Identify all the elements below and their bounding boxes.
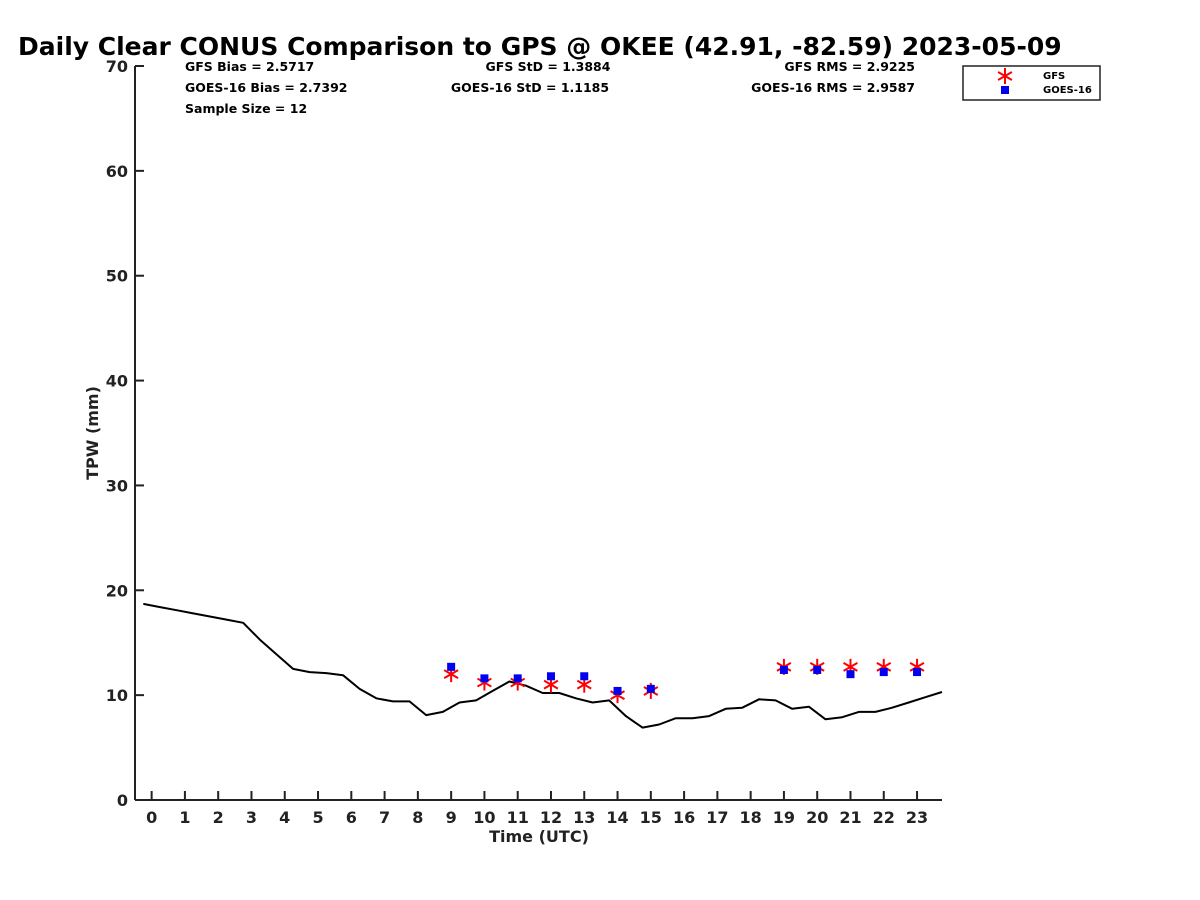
chart-title: Daily Clear CONUS Comparison to GPS @ OK…	[18, 32, 1062, 61]
x-tick-label: 13	[573, 808, 595, 827]
x-tick-label: 4	[279, 808, 290, 827]
x-tick-label: 16	[673, 808, 695, 827]
goes-point	[613, 686, 622, 695]
x-tick-label: 23	[906, 808, 928, 827]
x-tick-label: 10	[473, 808, 495, 827]
y-tick-label: 50	[106, 267, 128, 286]
x-tick-label: 15	[640, 808, 662, 827]
goes-point	[580, 672, 589, 681]
x-tick-label: 2	[213, 808, 224, 827]
legend-gfs-asterisk	[997, 68, 1013, 84]
legend-gfs-label: GFS	[1043, 71, 1065, 82]
y-tick-label: 10	[106, 686, 128, 705]
x-tick-label: 5	[312, 808, 323, 827]
axes	[134, 66, 942, 801]
legend-goes-marker	[1001, 86, 1009, 94]
gps-line	[143, 602, 943, 729]
x-tick-label: 1	[179, 808, 190, 827]
y-tick-label: 0	[117, 791, 128, 810]
sample-size-stat: Sample Size = 12	[185, 101, 307, 116]
x-tick-label: 6	[346, 808, 357, 827]
x-tick-label: 21	[839, 808, 861, 827]
goes-point	[546, 672, 555, 681]
y-tick-label: 20	[106, 581, 128, 600]
goes-point	[779, 665, 788, 674]
goes-point	[879, 668, 888, 677]
x-tick-label: 8	[412, 808, 423, 827]
x-tick-label: 22	[873, 808, 895, 827]
x-tick-label: 0	[146, 808, 157, 827]
goes-point	[846, 670, 855, 679]
x-tick-label: 20	[806, 808, 828, 827]
y-ticks: 0 10 20 30 40 50 60 70	[106, 57, 144, 810]
gfs-rms-stat: GFS RMS = 2.9225	[784, 59, 915, 74]
goes-point	[447, 662, 456, 671]
x-tick-label: 11	[507, 808, 529, 827]
legend: GFS GOES-16	[962, 65, 1101, 101]
x-axis-label: Time (UTC)	[489, 827, 589, 846]
x-tick-label: 18	[740, 808, 762, 827]
y-axis-label: TPW (mm)	[83, 386, 102, 480]
legend-gfs-marker	[997, 68, 1013, 84]
x-ticks: 0 1 2 3 4 5 6 7 8 9 10 11 12 13 14 15 16 17 18 19 20 21 22 23	[146, 791, 928, 827]
goes-point	[513, 674, 522, 683]
y-tick-label: 60	[106, 162, 128, 181]
goes-rms-stat: GOES-16 RMS = 2.9587	[751, 80, 915, 95]
x-tick-label: 7	[379, 808, 390, 827]
y-tick-label: 70	[106, 57, 128, 76]
x-tick-label: 3	[246, 808, 257, 827]
goes-point	[646, 684, 655, 693]
y-tick-label: 40	[106, 372, 128, 391]
goes-point	[480, 674, 489, 683]
y-tick-label: 30	[106, 476, 128, 495]
goes-point	[813, 665, 822, 674]
goes-point	[913, 668, 922, 677]
gfs-point-series	[443, 658, 925, 704]
gfs-std-stat: GFS StD = 1.3884	[486, 59, 611, 74]
legend-box	[962, 65, 1101, 101]
gfs-bias-stat: GFS Bias = 2.5717	[185, 59, 314, 74]
legend-goes-label: GOES-16	[1043, 85, 1092, 96]
x-tick-label: 12	[540, 808, 562, 827]
x-tick-label: 14	[606, 808, 628, 827]
gps-line-series	[143, 602, 943, 729]
goes-std-stat: GOES-16 StD = 1.1185	[451, 80, 609, 95]
goes-point-series	[447, 662, 922, 695]
goes-bias-stat: GOES-16 Bias = 2.7392	[185, 80, 347, 95]
x-tick-label: 9	[446, 808, 457, 827]
x-tick-label: 17	[706, 808, 728, 827]
x-tick-label: 19	[773, 808, 795, 827]
